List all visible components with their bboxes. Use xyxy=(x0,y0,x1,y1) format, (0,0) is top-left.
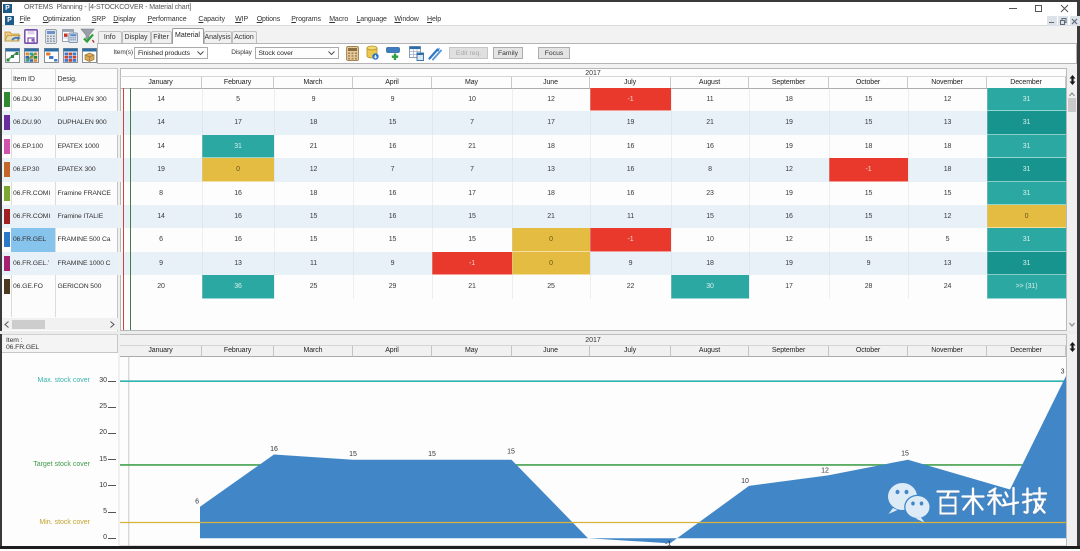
svg-text:16: 16 xyxy=(270,446,278,453)
svg-text:15: 15 xyxy=(901,451,909,458)
svg-text:3: 3 xyxy=(1061,369,1065,376)
svg-text:12: 12 xyxy=(821,467,829,474)
svg-text:15: 15 xyxy=(507,449,515,456)
svg-text:6: 6 xyxy=(195,498,199,505)
svg-text:15: 15 xyxy=(349,451,357,458)
svg-text:15: 15 xyxy=(428,451,436,458)
svg-text:10: 10 xyxy=(741,478,749,485)
svg-text:-1: -1 xyxy=(665,541,671,546)
